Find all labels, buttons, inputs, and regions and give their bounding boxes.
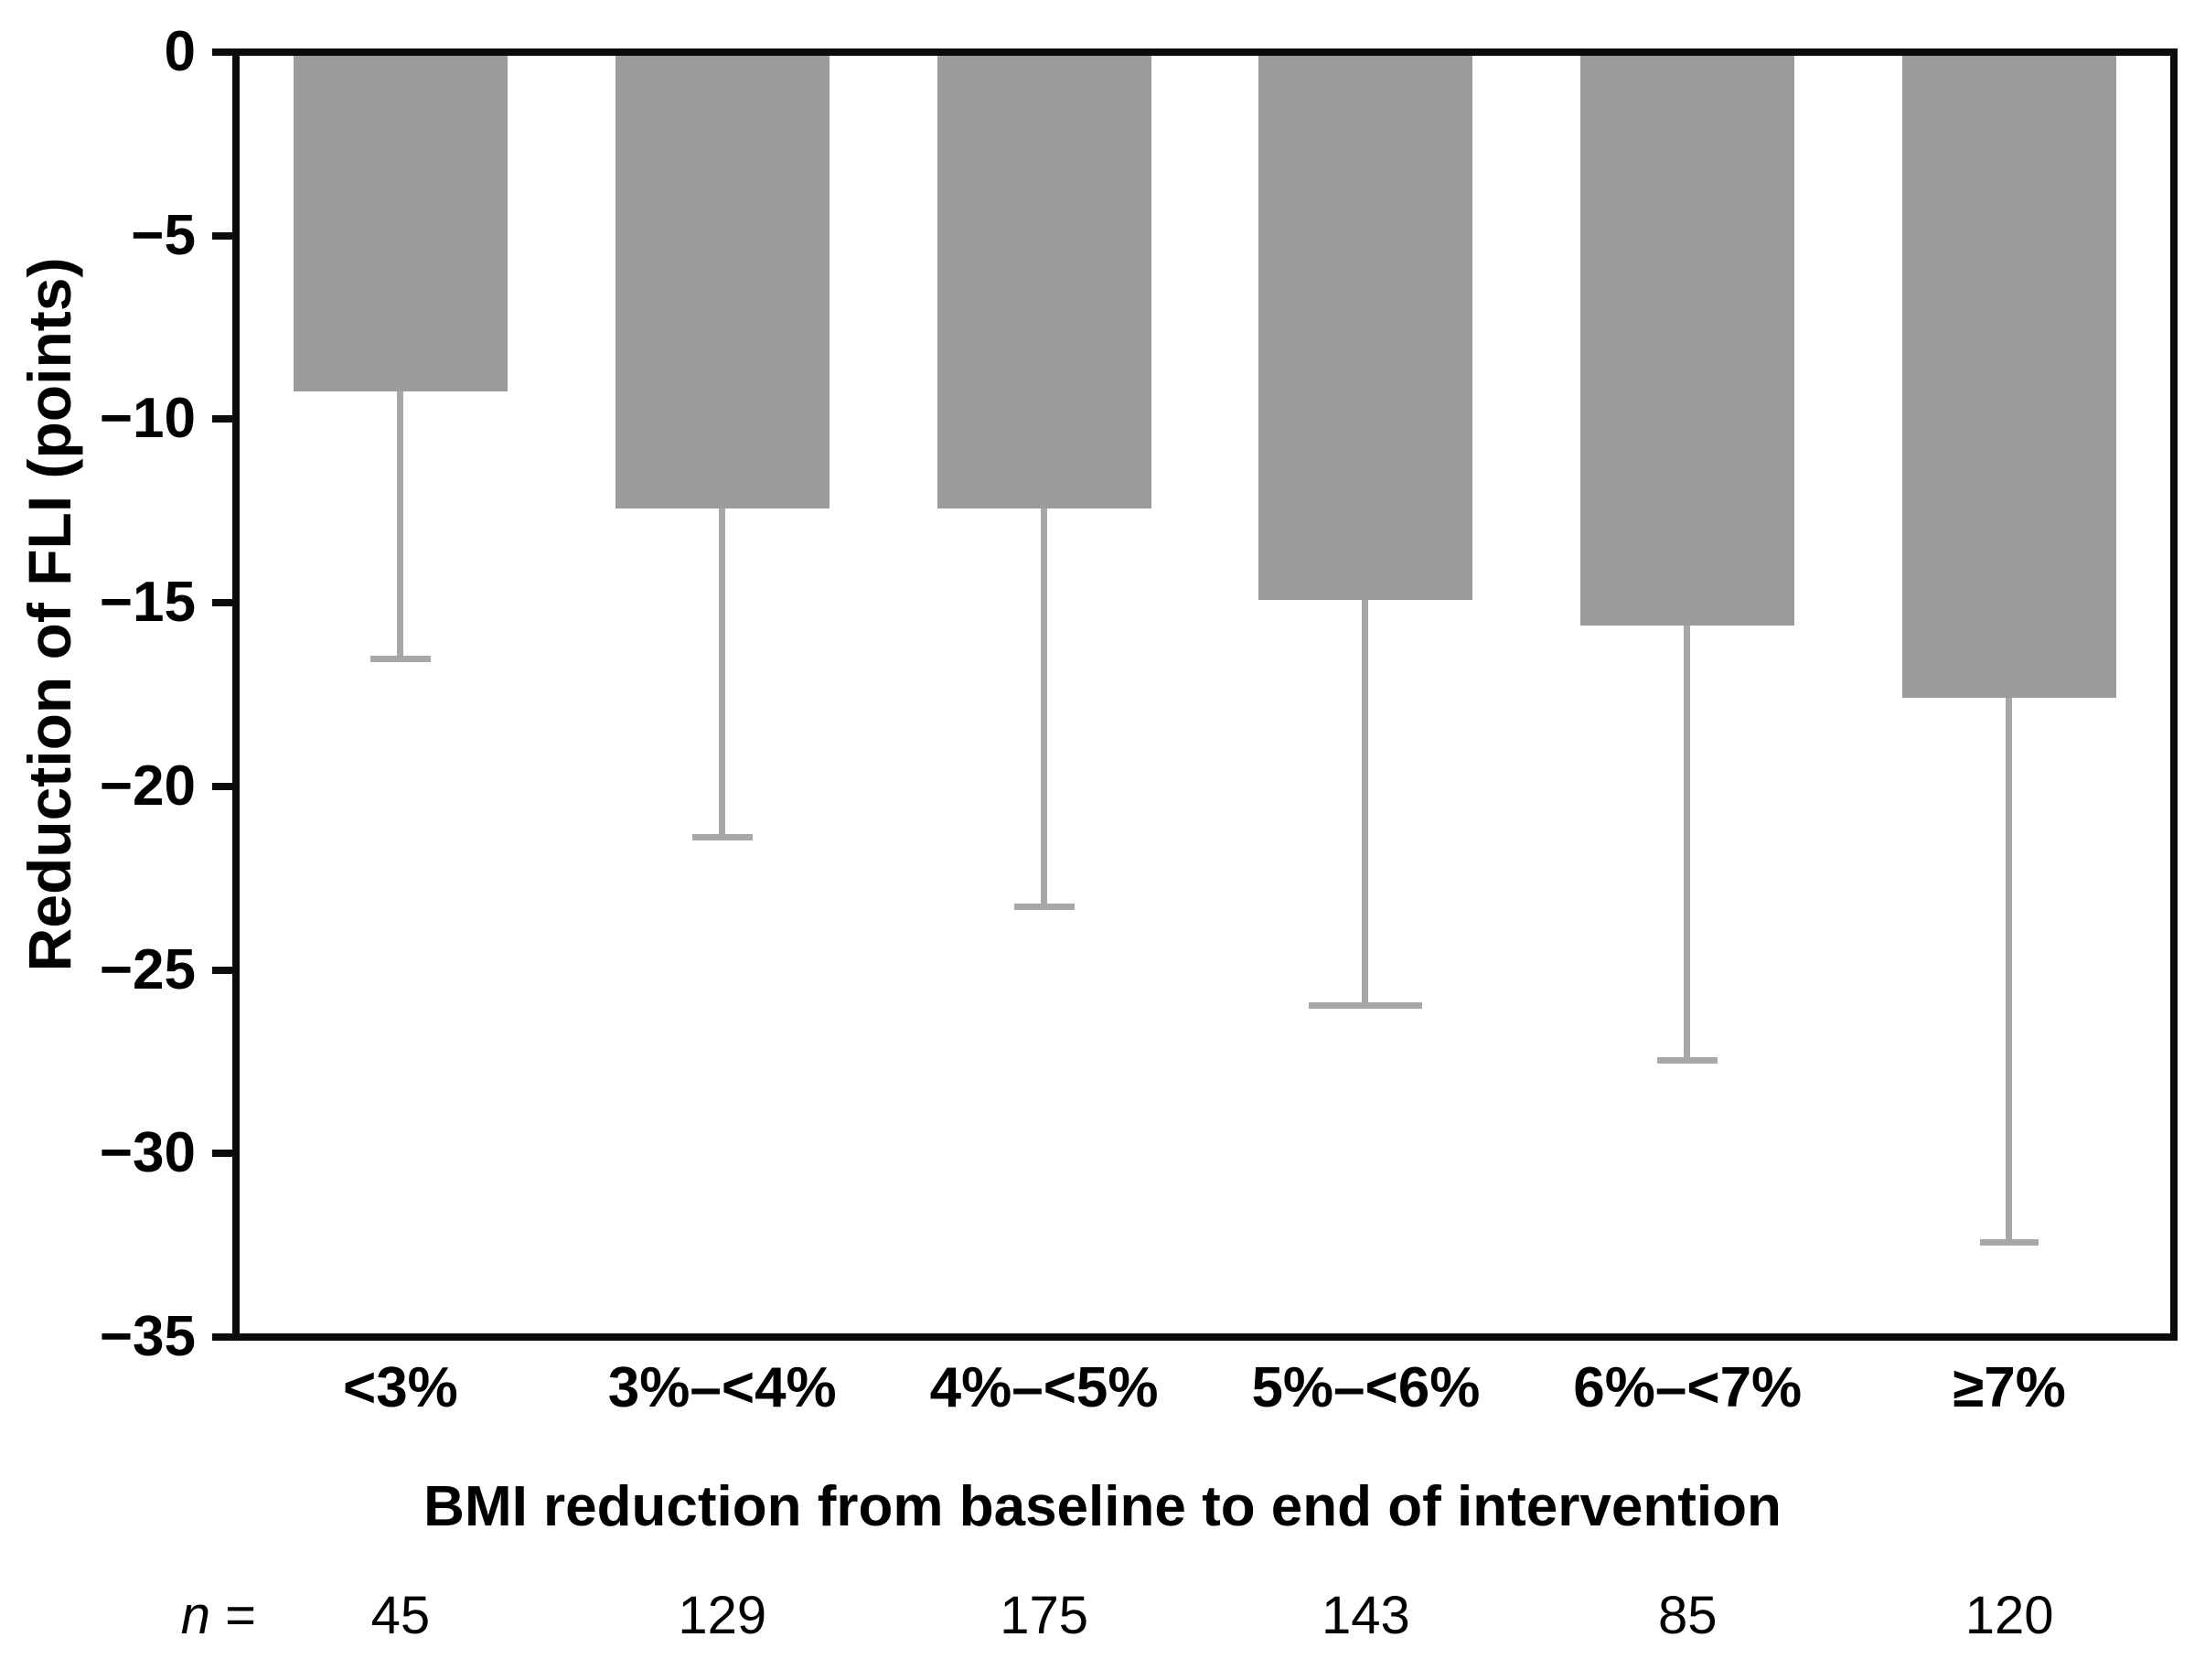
n-value: 175 bbox=[1000, 1586, 1088, 1645]
x-category-label: 5%–<6% bbox=[1251, 1356, 1481, 1419]
n-value: 45 bbox=[370, 1586, 431, 1645]
y-axis-title: Reduction of FLI (points) bbox=[16, 257, 83, 972]
x-category-label: ≥7% bbox=[1953, 1356, 2066, 1419]
n-symbol: n bbox=[180, 1586, 210, 1645]
n-equals-label: n = bbox=[55, 1584, 256, 1648]
n-value: 85 bbox=[1657, 1586, 1718, 1645]
y-tick-label: −30 bbox=[99, 1121, 196, 1185]
x-category-label: 4%–<5% bbox=[929, 1356, 1159, 1419]
x-category-label: 3%–<4% bbox=[607, 1356, 837, 1419]
x-category-label: <3% bbox=[342, 1356, 458, 1419]
plot-area bbox=[232, 48, 2178, 1341]
n-equals-sign: = bbox=[210, 1586, 256, 1645]
y-tick-label: 0 bbox=[164, 20, 196, 83]
n-value: 143 bbox=[1322, 1586, 1410, 1645]
y-tick-label: −35 bbox=[99, 1305, 196, 1368]
n-value: 129 bbox=[678, 1586, 767, 1645]
x-axis-title: BMI reduction from baseline to end of in… bbox=[423, 1475, 1782, 1538]
n-value: 120 bbox=[1964, 1586, 2054, 1645]
x-category-label: 6%–<7% bbox=[1573, 1356, 1803, 1419]
